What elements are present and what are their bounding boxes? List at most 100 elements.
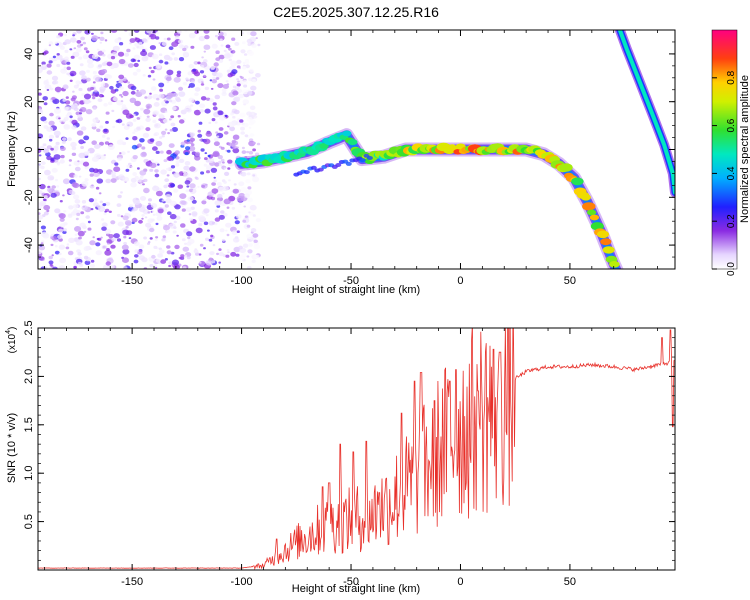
spectrogram-noise-blob	[186, 139, 190, 142]
spectrogram-noise-blob	[207, 229, 210, 232]
spectrogram-noise-blob	[79, 112, 83, 115]
spectrogram-noise-blob	[128, 237, 132, 240]
spectrogram-noise-blob	[223, 181, 227, 184]
figure-title: C2E5.2025.307.12.25.R16	[273, 4, 439, 20]
spectrogram-noise-blob	[155, 31, 160, 35]
spectrogram-trace-blob	[597, 230, 609, 239]
spectrogram-noise-blob	[191, 211, 198, 217]
spectrogram-noise-blob	[62, 137, 67, 141]
spectrogram-noise-blob	[180, 141, 186, 146]
spectrogram-noise-blob	[173, 220, 177, 224]
spectrogram-noise-blob	[218, 248, 222, 251]
spectrogram-noise-blob	[246, 224, 251, 228]
spectrogram-noise-blob	[159, 150, 164, 154]
spectrogram-noise-blob	[130, 90, 136, 95]
spectrogram-noise-blob	[188, 188, 194, 193]
spectrogram-noise-blob	[106, 137, 111, 140]
snr-axes: -150 -100 -50 0 50 0.5 1.0 1.5 2.0 2.5	[23, 320, 675, 588]
spectrogram-noise-blob	[91, 156, 99, 162]
spectrogram-noise-blob	[236, 195, 244, 202]
spectrogram-noise-blob	[104, 141, 110, 145]
spectrogram-trace-blob	[582, 202, 596, 211]
spectrogram-noise-blob	[161, 199, 165, 202]
spectrogram-noise-blob	[110, 30, 118, 33]
spectrogram-noise-blob	[182, 266, 187, 269]
spectrogram-noise-blob	[152, 78, 156, 81]
snr-ytick-label: 2.5	[23, 320, 35, 335]
spectrogram-noise-blob	[199, 261, 202, 264]
spectrogram-noise-blob	[200, 171, 205, 175]
spectrogram-noise-blob	[178, 57, 185, 62]
spectrogram-noise-blob	[228, 47, 232, 51]
spectrogram-noise-blob	[124, 220, 132, 226]
spectrogram-noise-blob	[155, 236, 159, 239]
spectrogram-noise-blob	[84, 166, 89, 170]
spectrogram-noise-blob	[185, 207, 192, 213]
spectrogram-noise-blob	[171, 99, 177, 104]
spectrogram-noise-blob	[194, 187, 197, 189]
spectrogram-noise-blob	[171, 52, 175, 56]
spectrogram-noise-blob	[156, 97, 160, 101]
spectrogram-noise-blob	[58, 117, 61, 120]
spectrogram-noise-blob	[71, 152, 77, 156]
spectrogram-noise-blob	[112, 45, 120, 52]
spectrogram-noise-blob	[189, 137, 195, 142]
spectrogram-noise-blob	[218, 127, 224, 131]
spectrogram-noise-blob	[166, 37, 171, 41]
spectrogram-noise-blob	[197, 133, 203, 138]
spectrogram-noise-blob	[220, 44, 224, 47]
spectrogram-noise-blob	[58, 252, 62, 256]
spectrogram-noise-blob	[243, 53, 248, 56]
spectrogram-noise-blob	[209, 98, 215, 103]
spectrogram-noise-blob	[158, 53, 163, 56]
spectrogram-noise-blob	[67, 250, 74, 256]
spectrogram-noise-blob	[203, 208, 210, 214]
spectrogram-noise-blob	[99, 200, 104, 204]
spectrogram-noise-blob	[72, 51, 80, 58]
spectrogram-noise-blob	[249, 133, 255, 137]
spectrogram-noise-blob	[79, 107, 87, 113]
spectrogram-noise-blob	[244, 215, 248, 218]
spectrogram-noise-blob	[188, 82, 195, 88]
spectrogram-noise-blob	[194, 92, 199, 97]
spectrogram-noise-blob	[180, 254, 185, 258]
spectrogram-noise-blob	[97, 98, 103, 103]
spectrogram-noise-blob	[43, 195, 48, 199]
spectrogram-noise-blob	[166, 149, 172, 155]
spectrogram-noise-blob	[176, 73, 181, 78]
spectrogram-noise-blob	[88, 198, 94, 203]
spectrogram-noise-blob	[211, 79, 217, 84]
spectrogram-noise-blob	[233, 109, 240, 115]
spectrogram-noise-blob	[232, 85, 237, 89]
spectrogram-ytick-label: 20	[23, 96, 35, 108]
spectrogram-noise-blob	[74, 199, 81, 204]
spectrogram-noise-blob	[59, 120, 63, 123]
spectrogram-noise-blob	[62, 98, 67, 102]
spectrogram-noise-blob	[149, 92, 152, 95]
spectrogram-noise-blob	[92, 107, 97, 110]
spectrogram-noise-blob	[163, 37, 167, 41]
spectrogram-noise-blob	[246, 38, 253, 44]
spectrogram-noise-blob	[210, 234, 214, 238]
spectrogram-noise-blob	[218, 214, 225, 220]
spectrogram-noise-blob	[155, 124, 159, 127]
spectrogram-noise-blob	[252, 233, 259, 238]
snr-frame	[37, 327, 676, 571]
spectrogram-noise-blob	[167, 57, 173, 61]
spectrogram-noise-blob	[141, 38, 148, 43]
spectrogram-noise-blob	[90, 86, 94, 91]
spectrogram-noise-blob	[100, 31, 104, 35]
spectrogram-noise-blob	[63, 66, 66, 69]
spectrogram-noise-blob	[155, 190, 163, 197]
spectrogram-noise-blob	[198, 121, 203, 125]
snr-ytick-label: 1.5	[23, 417, 35, 432]
spectrogram-noise-blob	[130, 85, 137, 91]
spectrogram-noise-blob	[107, 242, 110, 245]
spectrogram-noise-blob	[170, 122, 176, 127]
spectrogram-noise-blob	[233, 183, 237, 186]
spectrogram-noise-blob	[198, 253, 202, 256]
spectrogram-noise-blob	[189, 166, 196, 172]
spectrogram-noise-blob	[102, 53, 106, 57]
spectrogram-noise-blob	[214, 94, 221, 100]
spectrogram-noise-blob	[221, 238, 226, 242]
